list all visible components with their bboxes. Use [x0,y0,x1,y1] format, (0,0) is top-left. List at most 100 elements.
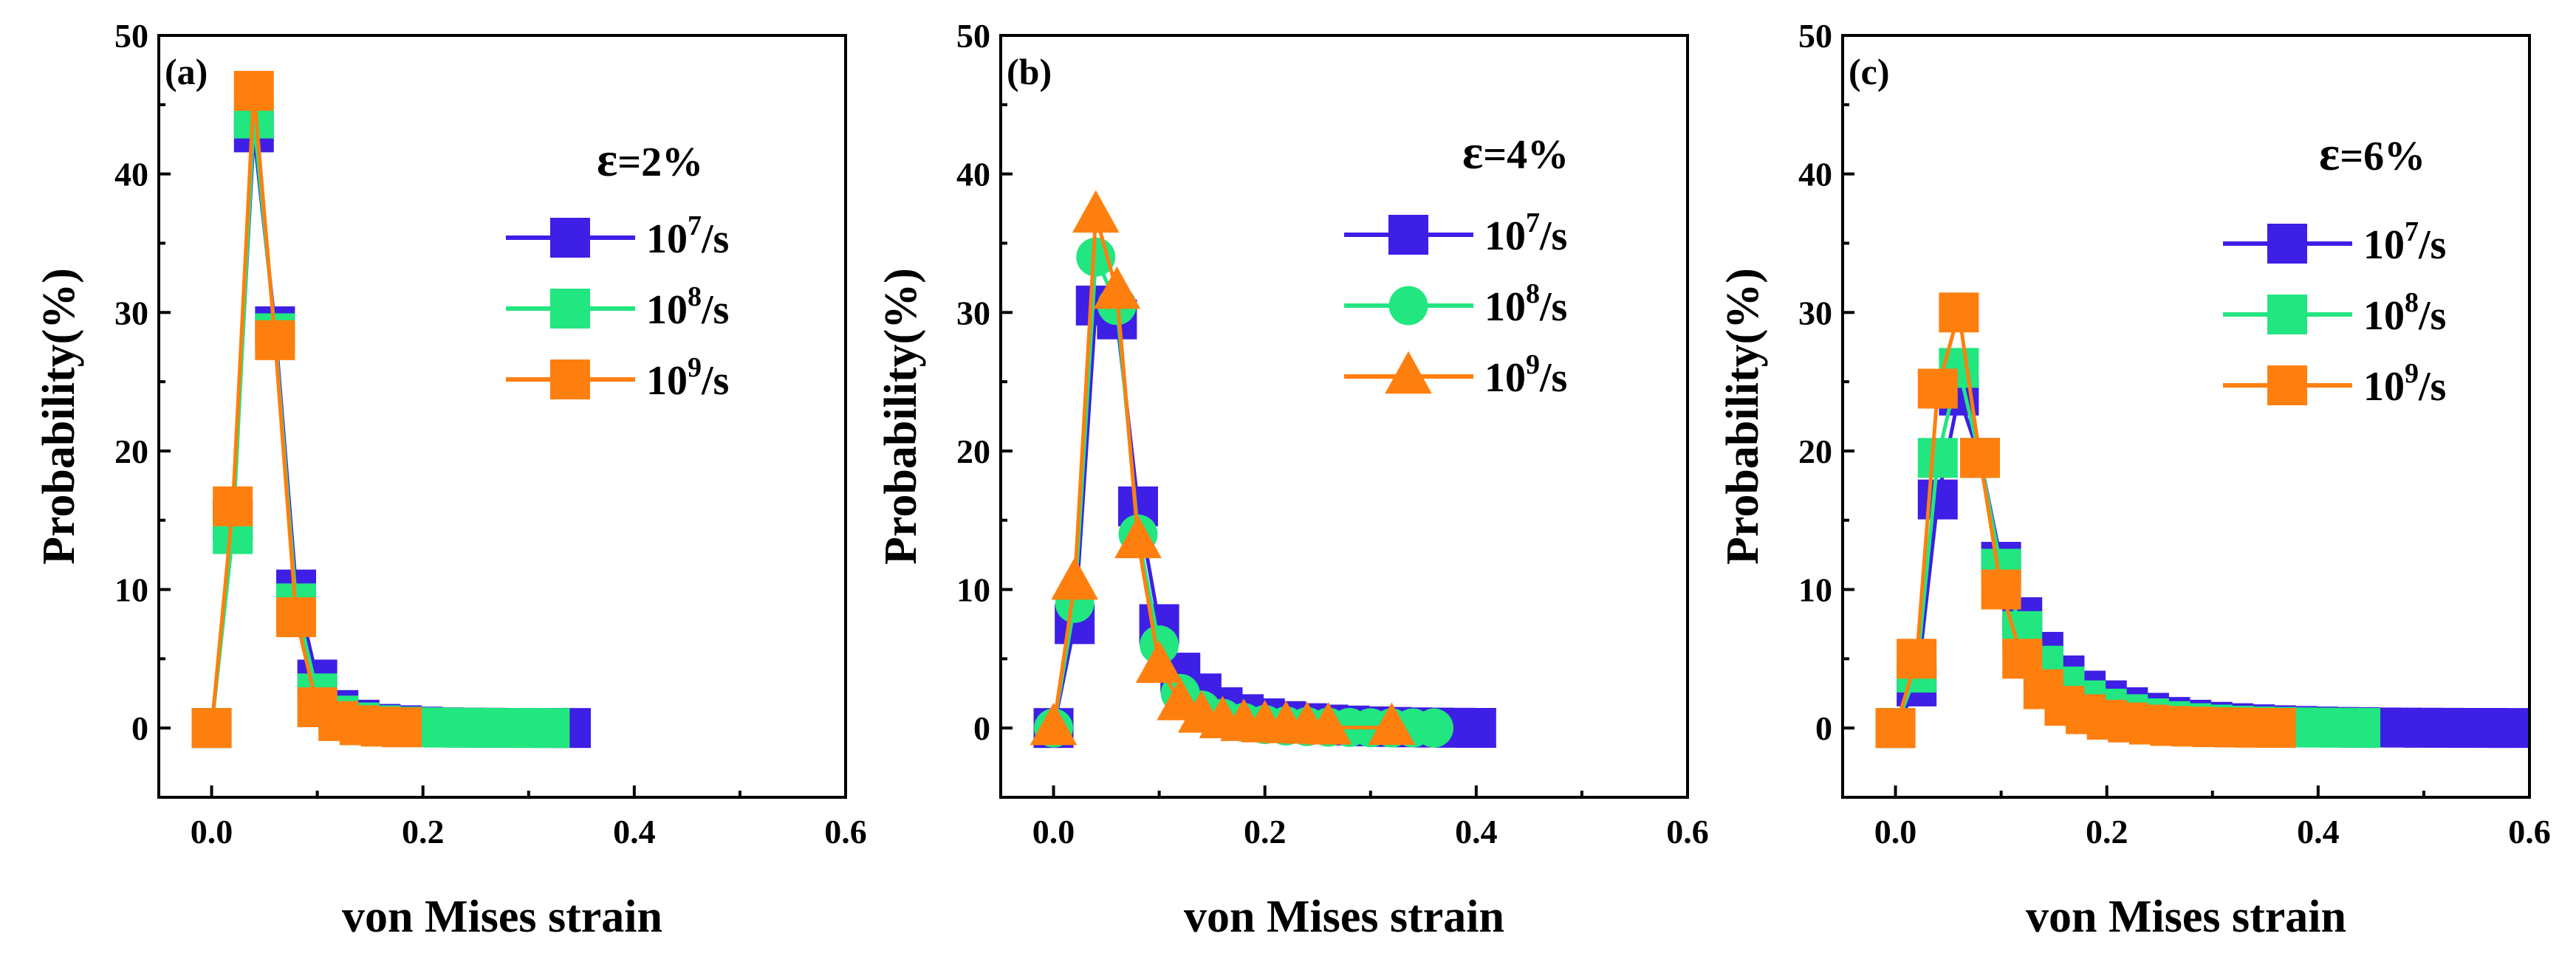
rate-exponent: 8 [2405,287,2419,318]
rate-base: 10 [2363,222,2405,268]
legend-swatch-marker [550,218,590,258]
legend-item: 107/s [1344,207,1567,259]
strain-value: =2% [617,140,703,185]
y-tick-label: 20 [1798,433,1832,470]
data-point [2488,708,2529,749]
rate-unit: /s [1539,213,1567,259]
rate-base: 10 [1484,355,1526,401]
panel-label: (a) [165,51,208,92]
series-3 [1875,292,2296,749]
legend-item: 109/s [1344,349,1567,401]
y-tick-label: 10 [956,571,990,609]
strain-symbol: ε [597,133,617,187]
x-tick-label: 0.6 [1666,813,1709,850]
rate-unit: /s [2418,222,2446,268]
legend-label: 108/s [1484,278,1567,330]
data-point [1981,569,2021,610]
data-point [1960,438,2000,478]
data-point [1072,190,1120,233]
plot-frame [157,34,847,799]
y-axis-title: Probability(%) [876,268,926,565]
y-tick-label: 50 [956,17,990,55]
data-point [2340,707,2381,748]
rate-base: 10 [2363,293,2405,339]
data-point [1368,702,1416,746]
rate-exponent: 9 [688,352,702,383]
y-tick-label: 40 [956,156,990,193]
panel-label: (c) [1849,51,1890,92]
legend-swatch-marker [2267,365,2307,405]
x-tick-label: 0.2 [2086,813,2128,850]
legend-swatch-marker [1385,351,1432,394]
rate-exponent: 8 [688,281,702,312]
x-axis-title: von Mises strain [342,892,662,942]
x-tick-label: 0.0 [191,813,233,850]
legend-item: 108/s [1344,278,1567,330]
x-tick-label: 0.0 [1874,813,1917,850]
data-point [1051,557,1099,600]
legend-label: 109/s [646,352,729,404]
x-tick-label: 0.4 [1455,813,1498,850]
legend-swatch-marker [2267,295,2307,334]
x-tick-label: 0.2 [402,813,445,850]
legend-swatch-marker [1388,286,1428,326]
rate-exponent: 7 [2405,216,2419,247]
legend-item: 108/s [2223,287,2446,339]
series-line [1894,365,2361,730]
legend-swatch-marker [1388,215,1428,255]
series-1 [191,112,591,749]
data-point [1875,708,1916,749]
y-tick-label: 20 [956,433,990,470]
legend-label: 108/s [646,281,729,333]
data-point [1917,438,1958,478]
legend-item: 107/s [2223,216,2446,268]
plot-frame [1841,34,2531,799]
data-point [255,320,295,360]
strain-annotation: ε=2% [597,133,703,187]
data-point [1414,708,1454,748]
legend-item: 108/s [506,281,729,333]
x-tick-label: 0.2 [1244,813,1287,850]
legend-label: 107/s [2363,216,2446,268]
data-point [233,71,274,111]
data-point [1917,479,1958,520]
y-tick-label: 40 [1798,156,1832,193]
rate-exponent: 8 [1526,278,1540,309]
legend-swatch-marker [2267,224,2307,264]
data-point [2255,707,2296,748]
data-point [382,707,422,748]
x-tick-label: 0.4 [613,813,656,850]
rate-base: 10 [2363,364,2405,410]
data-point [213,486,253,526]
rate-unit: /s [1539,355,1567,401]
y-tick-label: 50 [114,17,148,55]
y-tick-label: 40 [114,156,148,193]
data-point [1030,702,1078,746]
x-tick-label: 0.6 [824,813,867,850]
legend-swatch-marker [550,289,590,329]
legend-item: 109/s [2223,358,2446,410]
data-point [1093,266,1141,309]
rate-exponent: 9 [1526,349,1540,380]
rate-unit: /s [1539,284,1567,330]
chart-panel-3: 0 10 20 30 40 50 0.0 0.2 0.4 0.6 von Mises strain P… [1718,17,2551,942]
strain-annotation: ε=4% [1462,125,1569,179]
data-point [1897,639,1937,679]
data-point [1114,515,1162,559]
x-axis-title: von Mises strain [2026,892,2346,942]
y-tick-label: 10 [1798,571,1832,609]
rate-unit: /s [2418,364,2446,410]
strain-value: =4% [1483,132,1569,178]
rate-unit: /s [701,287,729,333]
strain-value: =6% [2340,134,2425,179]
rate-unit: /s [2418,293,2446,339]
data-point [1304,701,1352,745]
legend-item: 109/s [506,352,729,404]
chart-panel-1: 0 10 20 30 40 50 0.0 0.2 0.4 0.6 von Mises strain P… [34,17,867,942]
y-tick-label: 0 [1815,709,1832,747]
y-tick-label: 30 [956,294,990,331]
legend-swatch-marker [550,360,590,399]
